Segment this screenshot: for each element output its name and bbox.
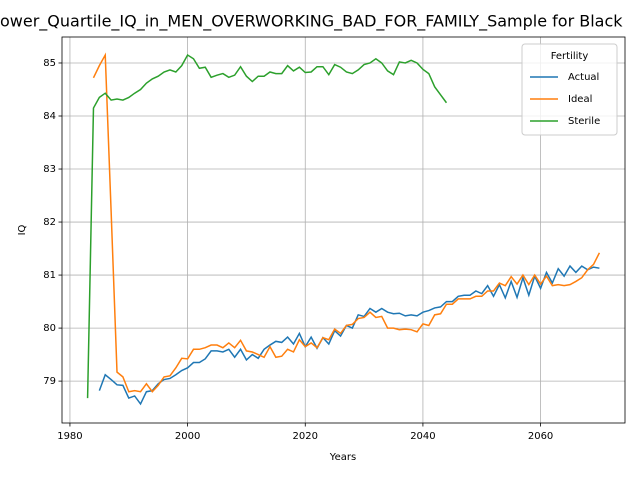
y-tick-label: 80 <box>43 323 56 334</box>
x-tick-label: 2060 <box>528 431 553 442</box>
x-tick-label: 2000 <box>175 431 200 442</box>
y-tick-label: 84 <box>43 111 56 122</box>
legend-label: Sterile <box>568 116 600 127</box>
legend-label: Ideal <box>568 94 592 105</box>
y-tick-label: 85 <box>43 58 56 69</box>
chart-title: ower_Quartile_IQ_in_MEN_OVERWORKING_BAD_… <box>0 12 623 32</box>
y-tick-label: 83 <box>43 164 56 175</box>
series-line <box>86 53 448 399</box>
legend-box <box>521 43 618 136</box>
plot-frame <box>61 36 626 424</box>
y-axis-label: IQ <box>17 224 28 235</box>
legend-title: Fertility <box>551 51 589 62</box>
y-tick-label: 82 <box>43 217 56 228</box>
x-tick-label: 2040 <box>410 431 435 442</box>
x-tick-label: 1980 <box>57 431 82 442</box>
series-line <box>98 264 600 406</box>
y-tick-label: 81 <box>43 270 56 281</box>
series-line <box>92 52 601 393</box>
legend-label: Actual <box>568 72 599 83</box>
x-tick-label: 2020 <box>293 431 318 442</box>
y-tick-label: 79 <box>43 376 56 387</box>
x-axis-label: Years <box>329 452 356 463</box>
